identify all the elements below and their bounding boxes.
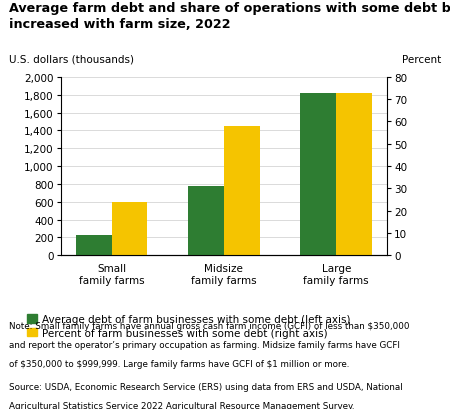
Text: and report the operator’s primary occupation as farming. Midsize family farms ha: and report the operator’s primary occupa… [9, 340, 400, 349]
Text: Agricultural Statistics Service 2022 Agricultural Resource Management Survey.: Agricultural Statistics Service 2022 Agr… [9, 401, 355, 409]
Legend: Average debt of farm businesses with some debt (left axis), Percent of farm busi: Average debt of farm businesses with som… [27, 314, 351, 338]
Bar [76, 236, 112, 256]
Text: Source: USDA, Economic Research Service (ERS) using data from ERS and USDA, Nati: Source: USDA, Economic Research Service … [9, 382, 403, 391]
Bar [300, 93, 336, 256]
Bar [336, 93, 372, 256]
Bar [188, 187, 224, 256]
Text: Average farm debt and share of operations with some debt both
increased with far: Average farm debt and share of operation… [9, 2, 450, 31]
Text: U.S. dollars (thousands): U.S. dollars (thousands) [9, 55, 134, 65]
Text: Percent: Percent [402, 55, 441, 65]
Text: of $350,000 to $999,999. Large family farms have GCFI of $1 million or more.: of $350,000 to $999,999. Large family fa… [9, 360, 349, 369]
Text: Note: Small family farms have annual gross cash farm income (GCFI) of less than : Note: Small family farms have annual gro… [9, 321, 410, 330]
Bar [112, 202, 148, 256]
Bar [224, 127, 260, 256]
